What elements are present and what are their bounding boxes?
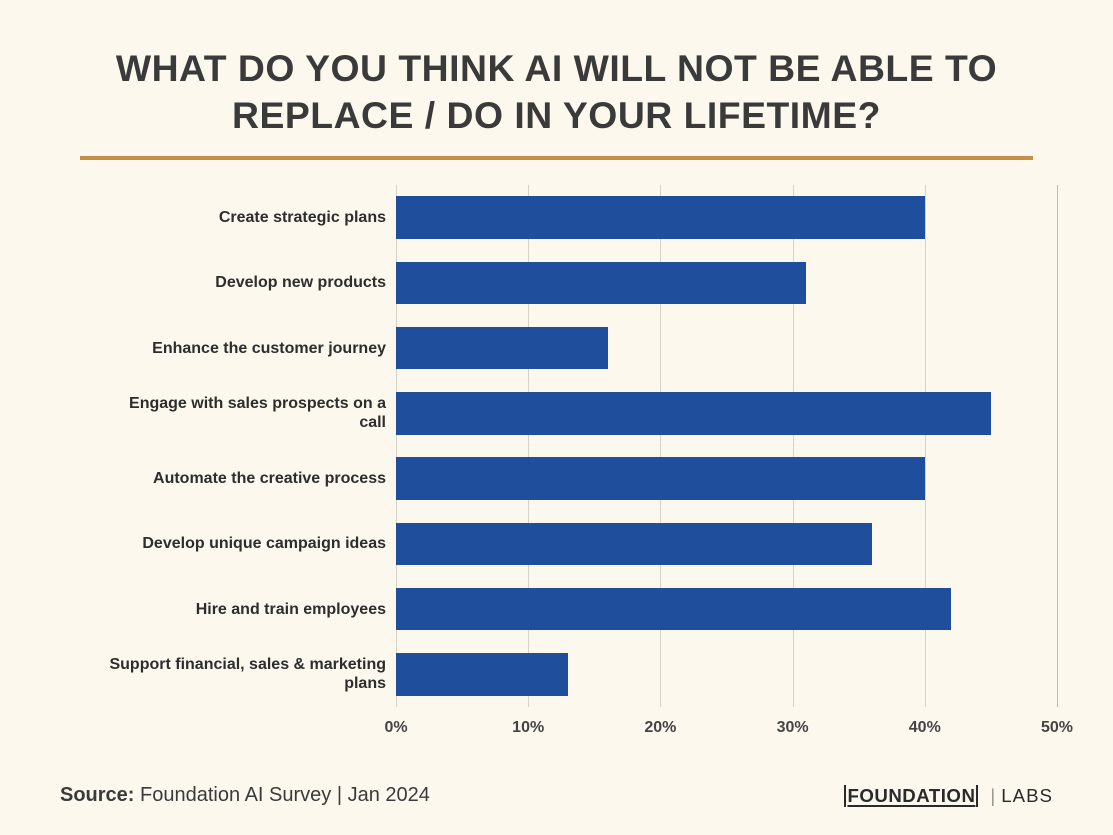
bar-track <box>396 642 1057 707</box>
category-label: Develop new products <box>108 273 396 292</box>
x-axis-label: 40% <box>909 719 941 737</box>
bar <box>396 523 872 565</box>
category-label: Develop unique campaign ideas <box>108 534 396 553</box>
bar-track <box>396 185 1057 250</box>
source-text: Foundation AI Survey | Jan 2024 <box>140 784 430 806</box>
bar-track <box>396 250 1057 315</box>
bar <box>396 196 925 238</box>
bar-track <box>396 577 1057 642</box>
bar-track <box>396 381 1057 446</box>
chart-row: Support financial, sales & marketing pla… <box>108 642 1057 707</box>
brand-secondary: LABS <box>1001 785 1053 807</box>
bar-chart: 0%10%20%30%40%50% Create strategic plans… <box>108 185 1067 745</box>
chart-row: Create strategic plans <box>108 185 1057 250</box>
brand-separator: | <box>990 785 995 807</box>
bar-track <box>396 316 1057 381</box>
grid-line <box>1057 185 1058 707</box>
category-label: Automate the creative process <box>108 469 396 488</box>
brand-primary: FOUNDATION <box>844 785 978 807</box>
bar-track <box>396 511 1057 576</box>
page-root: What do you think AI will not be able to… <box>0 0 1113 835</box>
bar-track <box>396 446 1057 511</box>
chart-title: What do you think AI will not be able to… <box>107 45 1007 138</box>
category-label: Hire and train employees <box>108 600 396 619</box>
x-axis-label: 20% <box>644 719 676 737</box>
chart-row: Enhance the customer journey <box>108 316 1057 381</box>
brand-mark: FOUNDATION | LABS <box>844 785 1053 807</box>
x-axis-label: 50% <box>1041 719 1073 737</box>
chart-row: Develop new products <box>108 250 1057 315</box>
x-axis-label: 10% <box>512 719 544 737</box>
category-label: Support financial, sales & marketing pla… <box>108 655 396 693</box>
chart-row: Automate the creative process <box>108 446 1057 511</box>
bar <box>396 653 568 695</box>
chart-row: Hire and train employees <box>108 577 1057 642</box>
category-label: Engage with sales prospects on a call <box>108 394 396 432</box>
x-axis-label: 0% <box>384 719 407 737</box>
source-line: Source: Foundation AI Survey | Jan 2024 <box>60 784 430 807</box>
chart-row: Develop unique campaign ideas <box>108 511 1057 576</box>
bar <box>396 392 991 434</box>
chart-row: Engage with sales prospects on a call <box>108 381 1057 446</box>
bar <box>396 588 951 630</box>
x-axis-label: 30% <box>777 719 809 737</box>
category-label: Create strategic plans <box>108 208 396 227</box>
category-label: Enhance the customer journey <box>108 339 396 358</box>
chart-rows: Create strategic plans Develop new produc… <box>108 185 1057 707</box>
bar <box>396 262 806 304</box>
bar <box>396 327 608 369</box>
source-prefix: Source: <box>60 784 134 806</box>
chart-footer: Source: Foundation AI Survey | Jan 2024 … <box>60 784 1053 807</box>
title-rule <box>80 156 1033 160</box>
bar <box>396 457 925 499</box>
